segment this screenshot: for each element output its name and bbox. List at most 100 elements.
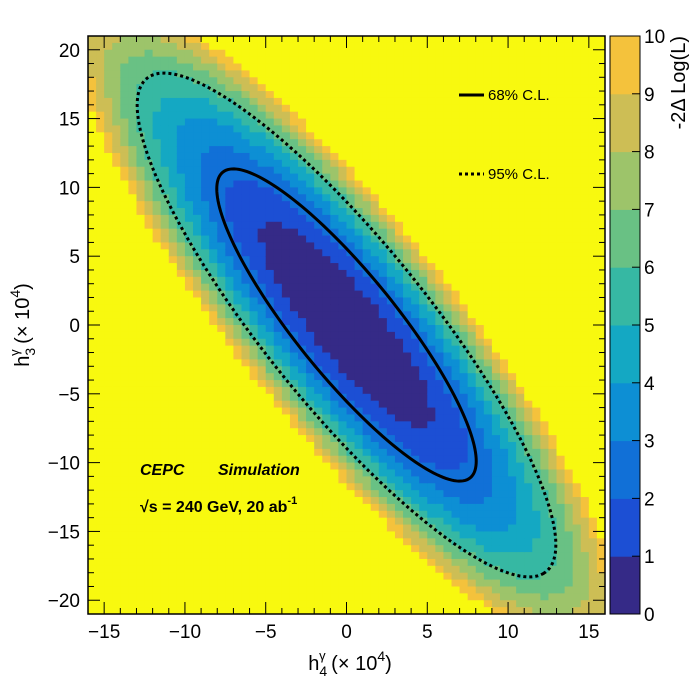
- heatmap-cell: [467, 70, 477, 78]
- heatmap-cell: [273, 538, 283, 546]
- heatmap-cell: [491, 407, 501, 416]
- heatmap-cell: [556, 586, 566, 594]
- heatmap-cell: [176, 421, 186, 429]
- heatmap-cell: [233, 228, 243, 237]
- heatmap-cell: [411, 84, 420, 92]
- heatmap-cell: [314, 214, 323, 223]
- heatmap-cell: [499, 111, 509, 120]
- heatmap-cell: [508, 49, 517, 58]
- heatmap-cell: [265, 283, 275, 292]
- heatmap-cell: [435, 228, 445, 237]
- heatmap-cell: [144, 421, 154, 429]
- heatmap-cell: [241, 304, 251, 312]
- heatmap-cell: [532, 208, 541, 216]
- heatmap-cell: [532, 36, 541, 44]
- heatmap-cell: [193, 201, 202, 209]
- heatmap-cell: [419, 421, 428, 429]
- heatmap-cell: [209, 56, 218, 65]
- heatmap-cell: [370, 600, 380, 608]
- heatmap-cell: [532, 84, 541, 92]
- heatmap-cell: [306, 386, 315, 395]
- heatmap-cell: [362, 180, 372, 188]
- heatmap-cell: [524, 214, 533, 223]
- heatmap-cell: [459, 214, 469, 223]
- heatmap-cell: [443, 400, 453, 409]
- heatmap-cell: [532, 579, 541, 588]
- heatmap-cell: [241, 297, 251, 305]
- heatmap-cell: [403, 607, 412, 614]
- heatmap-cell: [298, 304, 307, 312]
- heatmap-cell: [160, 166, 170, 175]
- heatmap-cell: [209, 331, 218, 340]
- heatmap-cell: [160, 476, 170, 484]
- heatmap-cell: [273, 373, 283, 381]
- heatmap-cell: [160, 36, 170, 44]
- heatmap-cell: [136, 139, 146, 147]
- heatmap-cell: [516, 269, 525, 278]
- heatmap-cell: [386, 490, 396, 498]
- heatmap-cell: [386, 63, 396, 71]
- heatmap-cell: [306, 407, 315, 416]
- heatmap-cell: [394, 221, 404, 230]
- heatmap-cell: [386, 448, 396, 457]
- heatmap-cell: [403, 166, 412, 175]
- heatmap-cell: [370, 318, 380, 326]
- heatmap-cell: [265, 276, 275, 285]
- heatmap-cell: [152, 159, 162, 168]
- heatmap-cell: [168, 146, 178, 154]
- heatmap-cell: [419, 201, 428, 209]
- heatmap-cell: [354, 524, 364, 533]
- heatmap-cell: [152, 414, 162, 422]
- heatmap-cell: [136, 545, 146, 553]
- heatmap-cell: [241, 455, 251, 464]
- heatmap-cell: [386, 84, 396, 92]
- heatmap-cell: [289, 380, 299, 388]
- heatmap-cell: [289, 435, 299, 443]
- heatmap-cell: [459, 173, 469, 182]
- heatmap-cell: [443, 36, 453, 44]
- heatmap-cell: [184, 448, 194, 457]
- heatmap-cell: [281, 386, 291, 395]
- heatmap-cell: [354, 180, 364, 188]
- heatmap-cell: [193, 435, 202, 443]
- heatmap-cell: [370, 242, 380, 250]
- heatmap-cell: [217, 91, 226, 99]
- heatmap-cell: [168, 503, 178, 512]
- heatmap-cell: [96, 63, 105, 71]
- heatmap-cell: [233, 325, 243, 333]
- heatmap-cell: [346, 407, 356, 416]
- heatmap-cell: [370, 221, 380, 230]
- heatmap-cell: [306, 531, 315, 539]
- heatmap-cell: [467, 545, 477, 553]
- heatmap-cell: [491, 228, 501, 237]
- heatmap-cell: [233, 414, 243, 422]
- heatmap-cell: [499, 586, 509, 594]
- heatmap-cell: [491, 84, 501, 92]
- heatmap-cell: [443, 572, 453, 581]
- heatmap-cell: [306, 201, 315, 209]
- heatmap-cell: [491, 201, 501, 209]
- heatmap-cell: [257, 476, 267, 484]
- heatmap-cell: [257, 558, 267, 567]
- heatmap-cell: [96, 318, 105, 326]
- heatmap-cell: [443, 159, 453, 168]
- heatmap-cell: [128, 173, 138, 182]
- heatmap-cell: [201, 249, 210, 257]
- heatmap-cell: [370, 56, 380, 65]
- heatmap-cell: [265, 407, 275, 416]
- heatmap-cell: [548, 338, 558, 347]
- heatmap-cell: [370, 304, 380, 312]
- heatmap-cell: [322, 373, 331, 381]
- heatmap-cell: [257, 455, 267, 464]
- heatmap-cell: [265, 565, 275, 574]
- heatmap-cell: [459, 393, 469, 402]
- heatmap-cell: [152, 173, 162, 182]
- heatmap-cell: [435, 256, 445, 264]
- heatmap-cell: [427, 476, 436, 484]
- heatmap-cell: [128, 435, 138, 443]
- heatmap-cell: [548, 91, 558, 99]
- heatmap-cell: [411, 469, 420, 477]
- heatmap-cell: [459, 297, 469, 305]
- heatmap-cell: [435, 462, 445, 471]
- heatmap-cell: [386, 538, 396, 546]
